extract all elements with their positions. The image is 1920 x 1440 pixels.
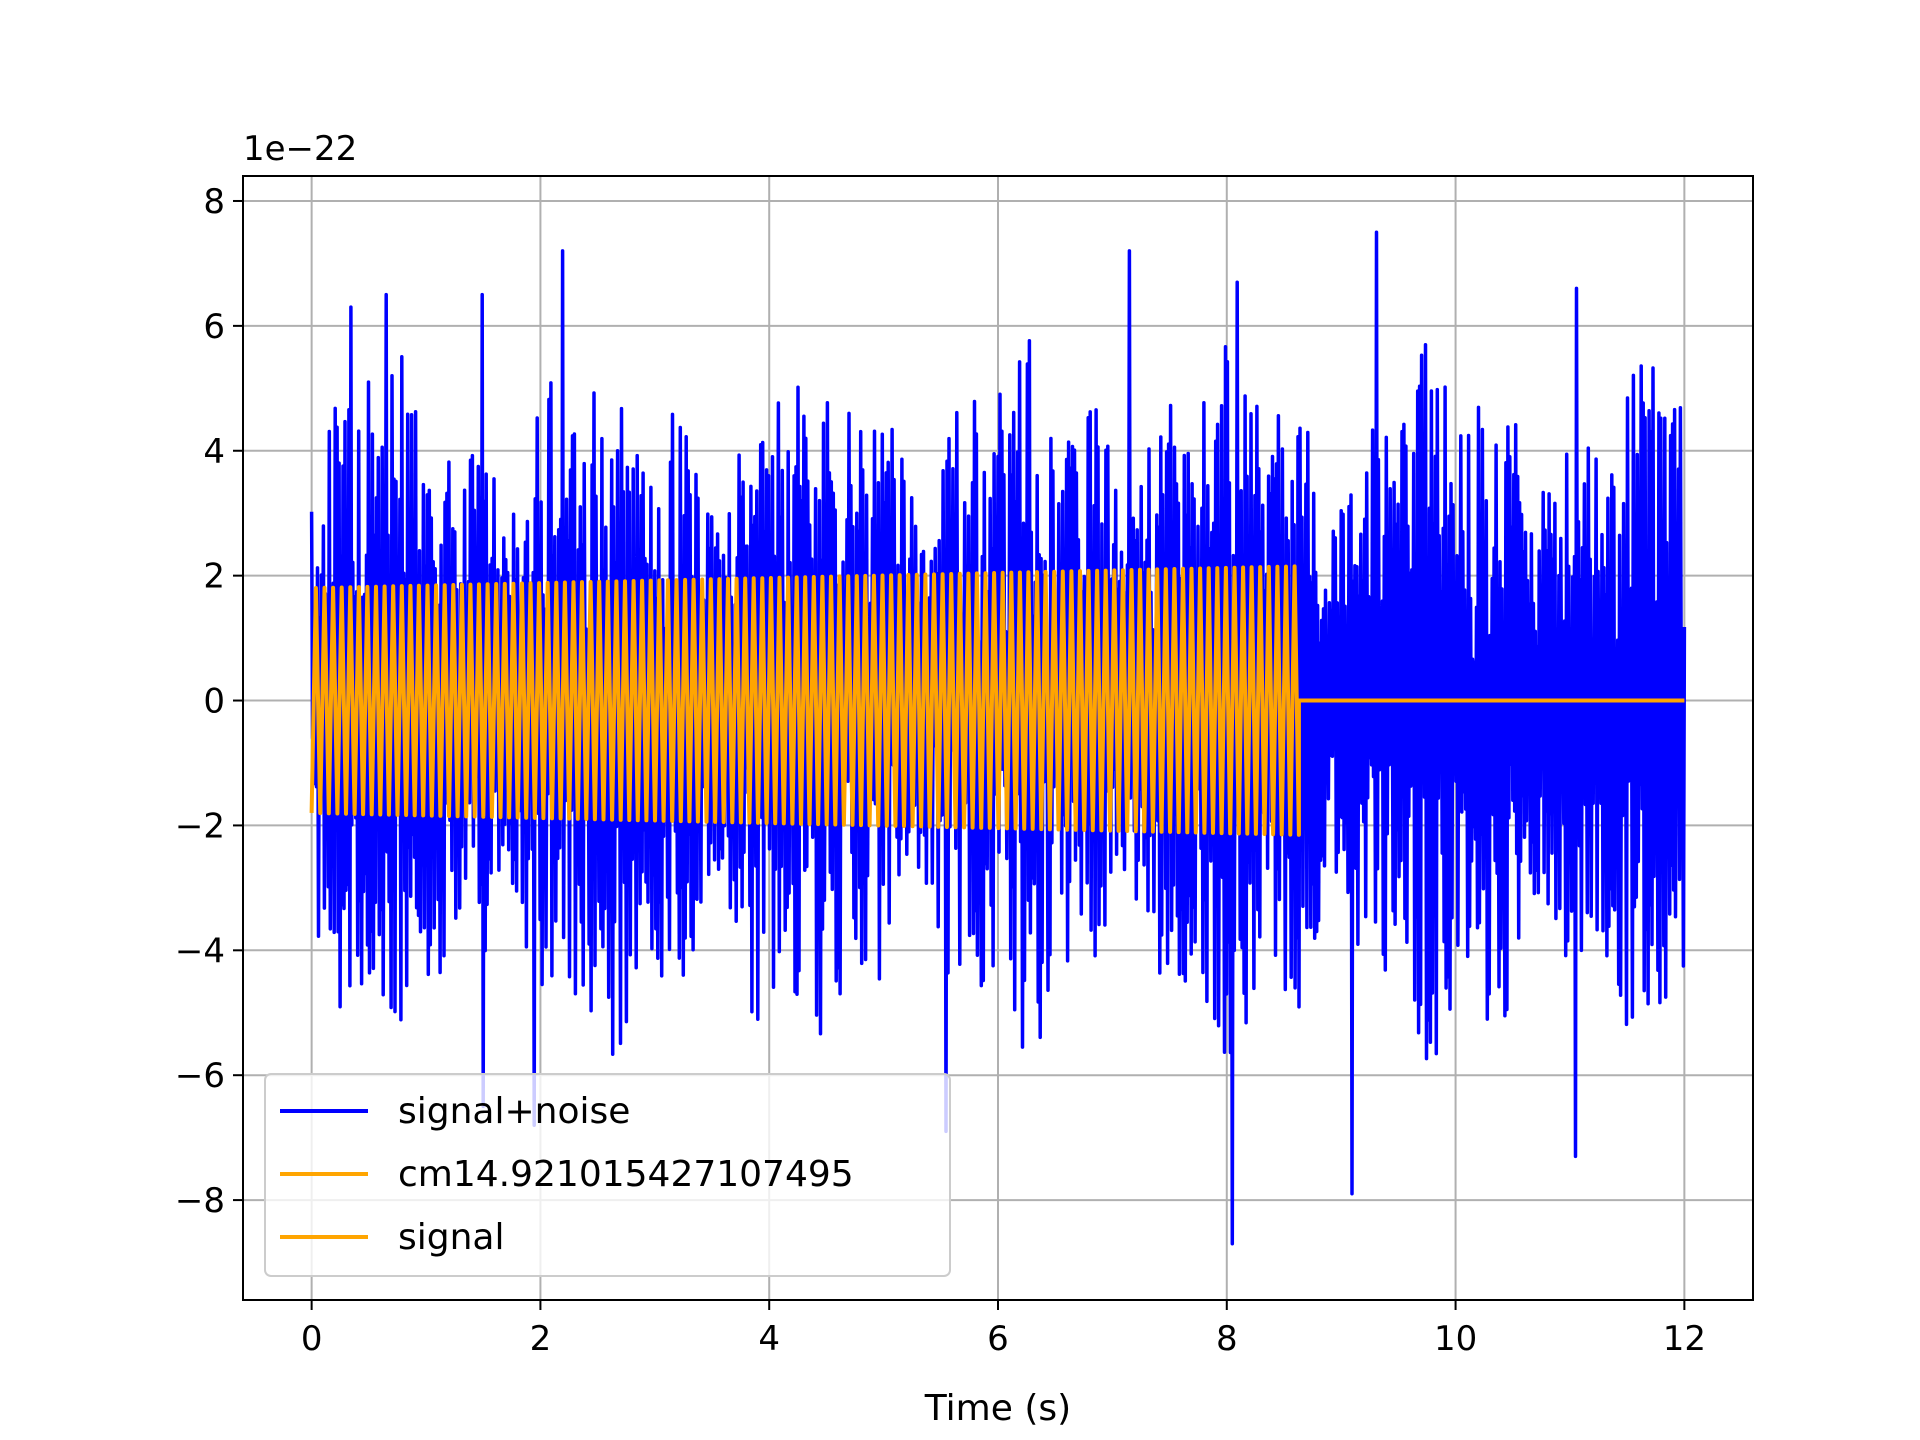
- x-tick-label: 8: [1216, 1319, 1238, 1359]
- legend-label-signal: signal: [398, 1217, 505, 1258]
- y-tick-label: −4: [175, 931, 225, 971]
- y-tick-label: −2: [175, 806, 225, 846]
- y-tick-label: −6: [175, 1056, 225, 1096]
- series-line-signal: [309, 564, 1685, 837]
- x-tick-label: 4: [758, 1319, 780, 1359]
- legend-label-signal-noise: signal+noise: [398, 1091, 630, 1132]
- x-tick-label: 2: [530, 1319, 552, 1359]
- y-tick-label: −8: [175, 1181, 225, 1221]
- y-offset-label: 1e−22: [243, 129, 357, 169]
- y-tick-label: 8: [203, 182, 225, 222]
- series-line-signal-noise: [309, 230, 1687, 1246]
- y-tick-label: 2: [203, 557, 225, 597]
- legend: signal+noise cm14.921015427107495 signal: [264, 1073, 951, 1277]
- x-axis-label: Time (s): [924, 1388, 1071, 1429]
- y-tick-label: 4: [203, 432, 225, 472]
- series-layer: [309, 230, 1687, 1246]
- x-tick-label: 10: [1434, 1319, 1477, 1359]
- legend-box: [264, 1073, 951, 1277]
- x-tick-label: 0: [301, 1319, 323, 1359]
- legend-label-cm: cm14.921015427107495: [398, 1154, 854, 1195]
- x-tick-label: 12: [1663, 1319, 1706, 1359]
- ticks: 0 2 4 6 8 10 12 8 6 4 2 0 −2 −4 −6 −8: [175, 182, 1706, 1359]
- x-tick-label: 6: [987, 1319, 1009, 1359]
- y-tick-label: 0: [203, 682, 225, 722]
- y-tick-label: 6: [203, 307, 225, 347]
